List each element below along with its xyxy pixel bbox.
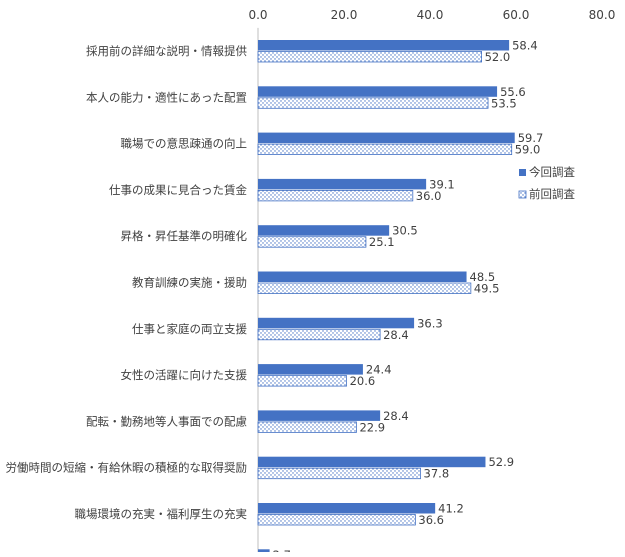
data-label-current: 52.9 [488, 455, 514, 469]
data-label-current: 55.6 [500, 85, 526, 99]
category-label: 職場での意思疎通の向上 [121, 137, 248, 151]
data-label-previous: 36.0 [416, 189, 442, 203]
bar-previous [257, 97, 489, 109]
x-tick-label: 80.0 [589, 8, 616, 22]
bar-current [258, 225, 390, 236]
bar-current [258, 86, 498, 97]
bar-previous [257, 514, 416, 526]
data-label-current: 2.7 [273, 548, 291, 552]
x-tick-label: 60.0 [503, 8, 530, 22]
category-label: 本人の能力・適性にあった配置 [86, 90, 247, 104]
data-label-current: 48.5 [470, 270, 496, 284]
data-label-current: 41.2 [438, 502, 464, 516]
category-label: 配転・勤務地等人事面での配慮 [86, 414, 247, 428]
data-label-previous: 28.4 [383, 328, 409, 342]
data-label-current: 39.1 [429, 177, 455, 191]
bar-current [258, 317, 415, 329]
data-label-current: 59.7 [518, 131, 544, 145]
bar-previous [257, 375, 347, 387]
bar-previous [257, 236, 367, 248]
category-label: 職場環境の充実・福利厚生の充実 [75, 507, 248, 521]
bar-previous [257, 282, 472, 294]
category-label: 仕事の成果に見合った賃金 [109, 183, 247, 197]
data-label-current: 30.5 [392, 224, 418, 238]
data-label-previous: 53.5 [491, 96, 517, 110]
bar-current [258, 40, 510, 51]
bar-current [258, 410, 381, 421]
bar-current [258, 178, 427, 190]
x-tick-label: 20.0 [331, 8, 358, 22]
legend-label-previous: 前回調査 [529, 187, 575, 201]
bar-previous [257, 143, 513, 156]
bar-previous [257, 421, 357, 433]
x-axis: 0.0 20.0 40.0 60.0 80.0 [248, 8, 616, 557]
data-labels: 58.452.0 55.653.5 59.759.0 39.136.0 30.525.1… [273, 39, 544, 557]
category-label: 女性の活躍に向けた支援 [121, 368, 248, 382]
legend-label-current: 今回調査 [529, 165, 575, 179]
data-label-previous: 36.6 [418, 513, 444, 527]
category-label: 労働時間の短縮・有給休暇の積極的な取得奨励 [6, 461, 248, 475]
x-tick-label: 0.0 [248, 8, 267, 22]
bar-current [258, 503, 436, 514]
bar-current [258, 456, 486, 468]
bars [257, 40, 515, 557]
category-labels: 採用前の詳細な説明・情報提供本人の能力・適性にあった配置職場での意思疎通の向上仕… [6, 44, 248, 557]
bar-previous [257, 467, 421, 480]
data-label-current: 36.3 [417, 316, 443, 330]
bar-current [258, 364, 363, 375]
bar-previous [257, 328, 381, 341]
data-label-current: 58.4 [512, 39, 538, 53]
category-label: 昇格・昇任基準の明確化 [121, 229, 248, 243]
data-label-previous: 25.1 [369, 235, 395, 249]
legend-swatch-previous [518, 190, 527, 199]
data-label-previous: 20.6 [350, 374, 376, 388]
data-label-previous: 37.8 [424, 467, 450, 481]
legend-swatch-current [519, 169, 526, 176]
data-label-previous: 59.0 [515, 143, 541, 157]
bar-previous [257, 189, 414, 202]
data-label-previous: 49.5 [474, 282, 500, 296]
x-tick-label: 40.0 [417, 8, 444, 22]
bar-current [258, 132, 515, 144]
data-label-previous: 22.9 [359, 420, 385, 434]
data-label-current: 24.4 [366, 363, 392, 377]
category-label: 教育訓練の実施・援助 [132, 276, 247, 290]
data-label-previous: 52.0 [485, 50, 511, 64]
category-label: 仕事と家庭の両立支援 [132, 322, 247, 336]
bar-previous [257, 51, 483, 63]
category-label: 採用前の詳細な説明・情報提供 [86, 44, 247, 58]
bar-current [258, 271, 467, 282]
data-label-current: 28.4 [383, 409, 409, 423]
